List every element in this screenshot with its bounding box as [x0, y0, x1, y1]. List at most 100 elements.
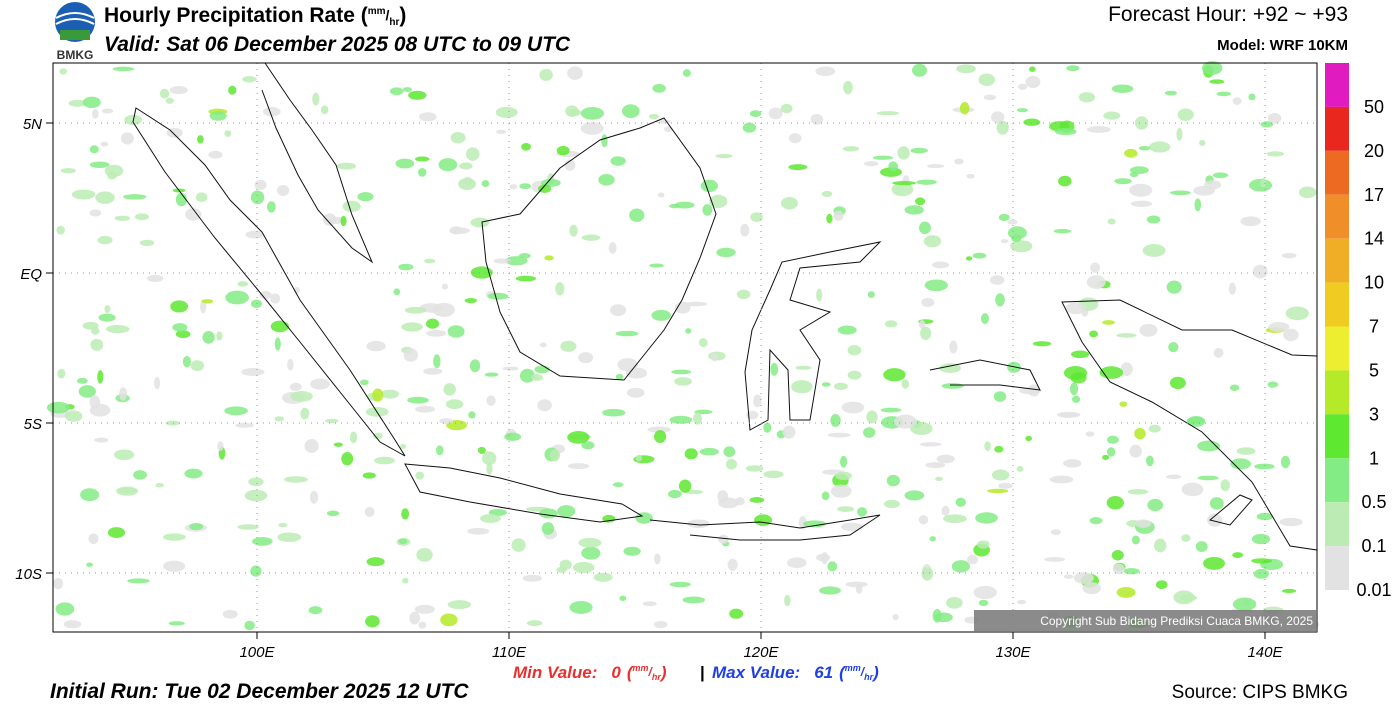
colorbar-label: 1 [1369, 448, 1379, 468]
precip-blob [617, 358, 638, 372]
precip-blob [502, 366, 519, 371]
precip-blob [419, 112, 437, 122]
precip-blob [580, 121, 604, 135]
precip-blob [336, 162, 357, 170]
precip-blob [184, 468, 203, 479]
precip-blob [1166, 280, 1182, 294]
precip-blob [470, 217, 490, 228]
precip-blob [1094, 282, 1104, 288]
precip-blob [440, 613, 458, 627]
precip-blob [735, 497, 745, 506]
precip-blob [1203, 556, 1225, 570]
precip-blob [1199, 139, 1206, 146]
precip-blob [1131, 535, 1140, 545]
precip-blob [94, 437, 109, 443]
precip-blob [885, 320, 898, 328]
precip-blob [175, 192, 187, 207]
coast-borneo [481, 117, 717, 381]
logo: BMKG [55, 2, 95, 62]
precip-blob [1164, 90, 1177, 96]
precip-blob [216, 331, 223, 341]
precip-blob [912, 63, 927, 77]
precip-blob [642, 601, 657, 607]
precip-blob [921, 566, 934, 581]
precip-blob [819, 586, 841, 595]
precip-blob [742, 122, 757, 133]
precip-blob [816, 288, 823, 302]
precip-blob [1232, 597, 1257, 612]
precip-blob [572, 561, 595, 574]
precip-blob [598, 174, 615, 186]
precip-blob [601, 134, 608, 148]
precip-blob [702, 204, 713, 216]
precip-blob [897, 146, 910, 160]
colorbar-segment [1325, 502, 1349, 547]
precip-blob [304, 438, 319, 453]
precip-blob [495, 106, 518, 118]
precip-blob [883, 368, 906, 382]
precip-blob [1089, 330, 1098, 338]
precip-blob [469, 359, 481, 373]
precip-blob [364, 506, 375, 518]
precip-blob [763, 422, 772, 433]
precip-blob [951, 560, 971, 573]
colorbar-segment [1325, 106, 1349, 151]
precip-blob [539, 342, 547, 348]
precip-blob [910, 147, 928, 154]
precip-blob [78, 385, 96, 398]
precip-blob [537, 184, 552, 193]
precip-blob [1251, 533, 1271, 545]
unit-close: ) [659, 663, 667, 682]
precip-blob [1170, 190, 1191, 196]
precip-blob [1212, 172, 1229, 179]
precip-blob [1129, 183, 1153, 197]
precip-blob [998, 482, 1013, 489]
precip-blob [163, 560, 186, 572]
precip-blob [649, 263, 664, 268]
precip-blob [1168, 342, 1179, 353]
precip-blob [1253, 568, 1270, 579]
precip-blob [389, 87, 404, 96]
precip-blob [341, 451, 354, 466]
precip-blob [90, 338, 104, 351]
precip-blob [845, 581, 868, 588]
precip-blob [1260, 177, 1267, 188]
colorbar-segment [1325, 238, 1349, 283]
precip-blob [1146, 455, 1154, 467]
precip-blob [615, 330, 639, 337]
precip-blob [250, 299, 263, 308]
precip-blob [901, 379, 910, 389]
precip-blob [1127, 488, 1149, 495]
precip-blob [623, 546, 641, 556]
precip-blob [530, 373, 544, 381]
copyright-box [974, 610, 1317, 632]
precip-blob [1240, 216, 1261, 227]
precip-blob [782, 425, 796, 439]
lon-label: 130E [995, 644, 1031, 661]
precip-blob [837, 506, 854, 512]
precip-blob [68, 99, 88, 107]
precip-blob [1251, 558, 1273, 564]
precip-blob [1187, 416, 1206, 427]
precip-blob [64, 410, 83, 422]
precip-blob [1267, 381, 1279, 388]
precip-blob [308, 606, 323, 615]
precip-blob [544, 255, 554, 261]
precip-blob [1180, 594, 1198, 602]
precip-blob [92, 108, 99, 119]
precip-blob [770, 362, 779, 376]
model: Model: WRF 10KM [1217, 37, 1348, 54]
precip-blob [980, 313, 989, 325]
precip-blob [936, 454, 955, 464]
source: Source: CIPS BMKG [1172, 682, 1348, 703]
precip-blob [567, 431, 590, 444]
precip-blob [883, 499, 900, 509]
precip-blob [201, 299, 214, 304]
precip-blob [753, 394, 762, 408]
precip-blob [991, 111, 1005, 124]
precip-blob [978, 599, 989, 607]
precip-blob [82, 96, 101, 109]
precip-blob [578, 352, 594, 364]
precip-blob [1135, 519, 1152, 528]
